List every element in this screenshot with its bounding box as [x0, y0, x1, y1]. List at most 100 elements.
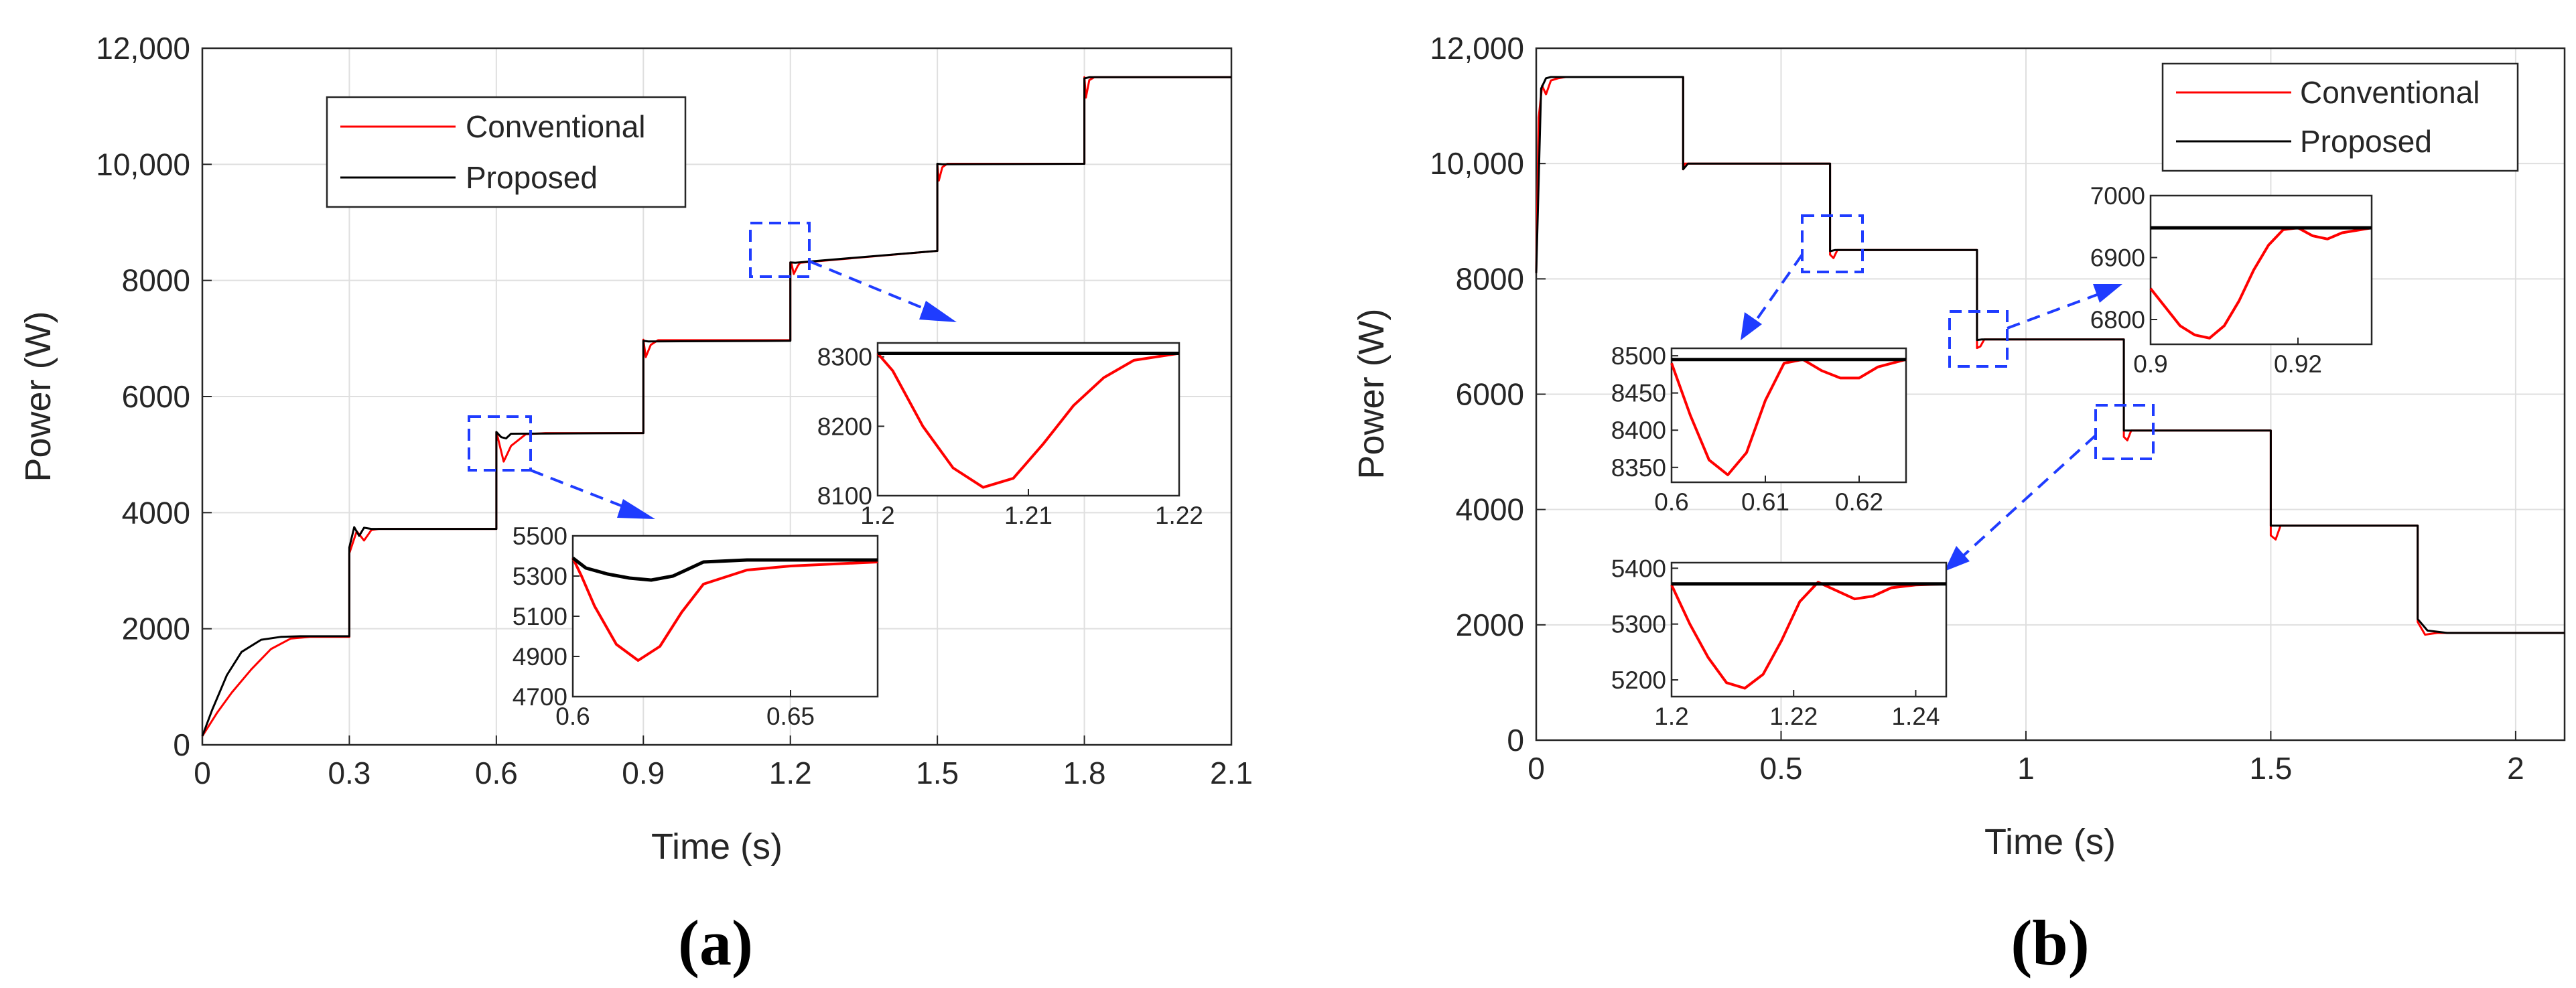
- panel-b-y-tick-label: 6000: [1456, 377, 1524, 412]
- b-inset1-x-tick-label: 0.62: [1835, 488, 1883, 516]
- a-inset1-y-tick-label: 5500: [513, 522, 567, 550]
- b-inset2-series-conventional: [2149, 226, 2372, 340]
- b-inset1-series-conventional: [1670, 358, 1907, 476]
- panel-b-inset-3: 5200 5300 5400 1.2 1.22 1.24: [1611, 555, 1947, 730]
- a-inset2-y-tick-label: 8300: [817, 344, 872, 371]
- panel-a-x-tick-label: 0.9: [622, 756, 665, 790]
- b-inset2-x-tick-label: 0.92: [2274, 350, 2322, 378]
- panel-b-zoom-arrow-2: [2007, 284, 2122, 330]
- panel-b-zoom-box-3: [2094, 404, 2155, 460]
- b-inset3-series-conventional: [1670, 581, 1947, 690]
- a-inset2-y-tick-label: 8200: [817, 413, 872, 440]
- panel-b-series-proposed: [1535, 76, 2565, 634]
- a-inset2-series-conventional: [876, 352, 1180, 489]
- panel-a-x-tick-label: 0.3: [328, 756, 370, 790]
- panel-b-y-tick-label: 10,000: [1430, 146, 1524, 181]
- panel-a-x-tick-label: 2.1: [1210, 756, 1253, 790]
- panel-b-x-tick-label: 2: [2507, 751, 2524, 786]
- panel-b-y-tick-label: 2000: [1456, 608, 1524, 642]
- a-inset2-x-tick-label: 1.21: [1004, 502, 1053, 529]
- panel-a-y-tick-label: 10,000: [96, 147, 190, 182]
- panel-a-legend-label-proposed: Proposed: [466, 160, 598, 195]
- panel-a-zoom-box-2: [749, 222, 811, 278]
- panel-a-y-tick-label: 6000: [122, 379, 190, 414]
- panel-b-legend-box: [2161, 62, 2519, 172]
- b-inset3-y-tick-label: 5300: [1611, 611, 1666, 638]
- a-inset1-y-tick-label: 4900: [513, 643, 567, 671]
- panel-b-y-tick-label: 12,000: [1430, 31, 1524, 66]
- panel-a-inset-2: 8100 8200 8300 1.2 1.21 1.22: [817, 344, 1203, 529]
- panel-a-legend-label-conventional: Conventional: [466, 109, 646, 144]
- panel-b-x-tick-label: 0.5: [1759, 751, 1802, 786]
- b-inset1-y-tick-label: 8450: [1611, 380, 1666, 407]
- panel-a-x-axis-title: Time (s): [651, 827, 783, 867]
- a-inset1-series-conventional: [571, 557, 878, 662]
- b-inset3-y-tick-label: 5400: [1611, 555, 1666, 582]
- panel-a-x-tick-label: 0: [194, 756, 211, 790]
- panel-b-inset-2-frame: [2149, 194, 2373, 346]
- panel-a-lines: [201, 76, 1231, 737]
- b-inset1-y-tick-label: 8350: [1611, 454, 1666, 482]
- b-inset1-x-tick-label: 0.6: [1654, 488, 1688, 516]
- b-inset1-x-tick-label: 0.61: [1741, 488, 1789, 516]
- a-inset2-y-tick-label: 8100: [817, 482, 872, 510]
- a-inset1-y-tick-label: 5100: [513, 603, 567, 630]
- b-inset3-y-tick-label: 5200: [1611, 666, 1666, 694]
- b-inset3-x-tick-label: 1.24: [1891, 703, 1940, 730]
- panel-b-legend: Conventional Proposed: [2161, 62, 2519, 172]
- panel-a-x-tick-label: 0.6: [475, 756, 518, 790]
- panel-a-legend: Conventional Proposed: [326, 96, 687, 208]
- panel-a-zoom-arrow-2: [809, 260, 957, 322]
- a-inset1-x-tick-label: 0.65: [766, 703, 815, 730]
- panel-b-legend-label-conventional: Conventional: [2300, 75, 2480, 110]
- panel-a-series-proposed: [201, 76, 1231, 737]
- panel-b-zoom-arrow-3: [1944, 434, 2097, 571]
- panel-b-inset-1: 8350 8400 8450 8500 0.6 0.61 0.62: [1611, 342, 1907, 516]
- panel-b-y-tick-label: 8000: [1456, 261, 1524, 296]
- panel-a-x-tick-label: 1.5: [916, 756, 959, 790]
- panel-b-ticks: 0 0.5 1 1.5 2 0 2000 4000 6000 8000 10,000 12,000: [1430, 31, 2524, 786]
- a-inset1-x-tick-label: 0.6: [555, 703, 590, 730]
- panel-a-y-tick-label: 0: [173, 727, 190, 762]
- panel-a-zoom-arrow-1: [530, 469, 655, 519]
- panel-b-x-axis-title: Time (s): [1984, 822, 2116, 862]
- panel-a-y-tick-label: 4000: [122, 495, 190, 530]
- panel-b-legend-label-proposed: Proposed: [2300, 124, 2432, 159]
- panel-a-x-tick-label: 1.2: [769, 756, 812, 790]
- panel-a-y-tick-label: 12,000: [96, 31, 190, 66]
- panel-b-x-tick-label: 1.5: [2249, 751, 2292, 786]
- b-inset2-y-tick-label: 6800: [2090, 306, 2145, 334]
- panel-a-ticks: 0 0.3 0.6 0.9 1.2 1.5 1.8 2.1 0 2000 4000 6000 8000 1…: [96, 31, 1253, 790]
- panel-b-x-tick-label: 0: [1528, 751, 1545, 786]
- b-inset2-y-tick-label: 6900: [2090, 244, 2145, 272]
- b-inset3-x-tick-label: 1.22: [1769, 703, 1818, 730]
- b-inset1-y-tick-label: 8400: [1611, 417, 1666, 444]
- panel-b-y-axis-title: Power (W): [1351, 309, 1392, 480]
- panel-a-y-tick-label: 8000: [122, 263, 190, 298]
- panel-a-inset-1: 4700 4900 5100 5300 5500 0.6 0.65: [513, 522, 878, 730]
- a-inset1-y-tick-label: 4700: [513, 683, 567, 711]
- b-inset3-x-tick-label: 1.2: [1654, 703, 1688, 730]
- a-inset1-series-proposed: [571, 557, 878, 582]
- panel-a-y-axis-title: Power (W): [18, 311, 58, 482]
- panel-a: 0 0.3 0.6 0.9 1.2 1.5 1.8 2.1 0 2000 4000 6000 8000 1…: [18, 31, 1253, 979]
- panel-b-x-tick-label: 1: [2017, 751, 2035, 786]
- panel-b-y-tick-label: 0: [1507, 723, 1524, 758]
- a-inset2-x-tick-label: 1.2: [860, 502, 894, 529]
- panel-b-zoom-box-1: [1801, 214, 1864, 273]
- a-inset1-y-tick-label: 5300: [513, 563, 567, 590]
- panel-b-y-tick-label: 4000: [1456, 492, 1524, 527]
- panel-b-caption: (b): [2011, 907, 2089, 979]
- b-inset2-y-tick-label: 7000: [2090, 182, 2145, 210]
- a-inset2-x-tick-label: 1.22: [1155, 502, 1203, 529]
- panel-a-zoom-box-1: [468, 415, 532, 472]
- panel-b: 0 0.5 1 1.5 2 0 2000 4000 6000 8000 10,000 12,000 T…: [1351, 31, 2566, 979]
- panel-a-y-tick-label: 2000: [122, 612, 190, 646]
- panel-b-lines: [1535, 76, 2565, 636]
- panel-a-x-tick-label: 1.8: [1063, 756, 1106, 790]
- panel-a-legend-box: [326, 96, 687, 208]
- b-inset2-x-tick-label: 0.9: [2133, 350, 2167, 378]
- panel-b-inset-2: 6800 6900 7000 0.9 0.92: [2090, 182, 2372, 378]
- panel-a-caption: (a): [678, 907, 753, 979]
